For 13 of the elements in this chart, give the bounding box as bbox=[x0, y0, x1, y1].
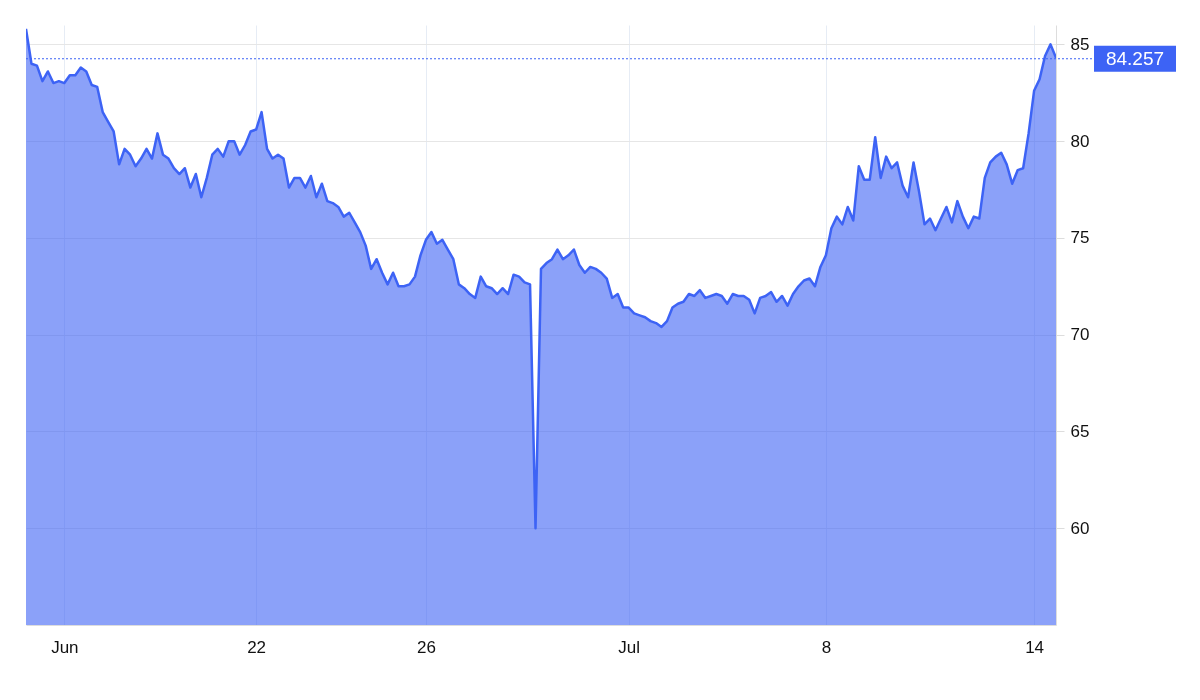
x-tick-label: Jun bbox=[51, 637, 79, 657]
y-tick-label: 75 bbox=[1070, 228, 1090, 248]
y-tick-label: 60 bbox=[1070, 518, 1090, 538]
y-tick-label: 65 bbox=[1070, 421, 1090, 441]
x-tick-label: Jul bbox=[618, 637, 641, 657]
x-tick-label: 26 bbox=[416, 637, 436, 657]
x-tick-label: 8 bbox=[821, 637, 832, 657]
x-tick-label: 22 bbox=[247, 637, 267, 657]
ref-line-label: 84.257 bbox=[1105, 47, 1165, 69]
x-tick-label: 14 bbox=[1025, 637, 1045, 657]
y-tick-label: 70 bbox=[1070, 325, 1090, 345]
y-tick-label: 80 bbox=[1070, 131, 1090, 151]
y-tick-label: 85 bbox=[1070, 34, 1090, 54]
